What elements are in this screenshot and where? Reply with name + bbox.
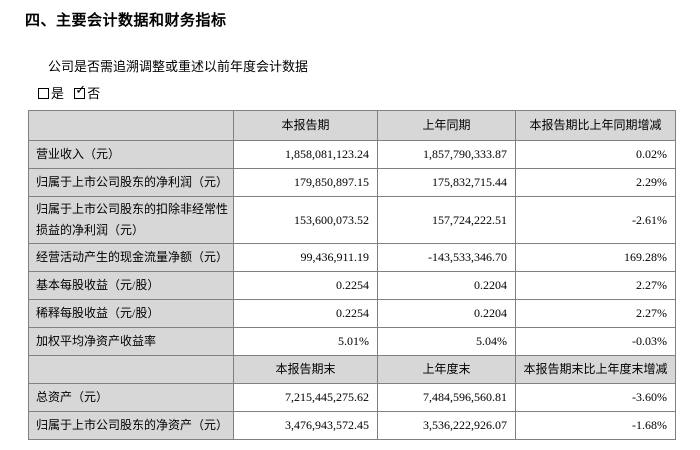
row-label: 稀释每股收益（元/股）	[28, 299, 234, 328]
table-row-net-profit-excl-nonrecurring: 归属于上市公司股东的扣除非经常性损益的净利润（元） 153,600,073.52…	[28, 196, 676, 244]
table-row-revenue: 营业收入（元） 1,858,081,123.24 1,857,790,333.8…	[28, 140, 676, 169]
table-row-total-assets: 总资产（元） 7,215,445,275.62 7,484,596,560.81…	[28, 383, 676, 412]
table-row-net-assets: 归属于上市公司股东的净资产（元） 3,476,943,572.45 3,536,…	[28, 411, 676, 440]
value-change: 169.28%	[515, 243, 676, 272]
check-mark-icon: ✓	[75, 83, 87, 98]
header-current-yearend: 本报告期末	[233, 355, 378, 384]
row-label: 营业收入（元）	[28, 140, 234, 169]
header-period-change: 本报告期比上年同期增减	[515, 110, 676, 141]
header-prior-yearend: 上年度末	[377, 355, 516, 384]
value-current: 3,476,943,572.45	[233, 411, 378, 440]
row-label: 归属于上市公司股东的净利润（元）	[28, 168, 234, 197]
header-current-period: 本报告期	[233, 110, 378, 141]
value-current: 0.2254	[233, 299, 378, 328]
table-row-basic-eps: 基本每股收益（元/股） 0.2254 0.2204 2.27%	[28, 271, 676, 300]
restatement-question: 公司是否需追溯调整或重述以前年度会计数据	[48, 59, 309, 74]
table-row-weighted-avg-roe: 加权平均净资产收益率 5.01% 5.04% -0.03%	[28, 327, 676, 356]
option-yes: 是	[38, 83, 64, 102]
value-prior: 0.2204	[377, 271, 516, 300]
header-empty-cell	[28, 355, 234, 384]
value-current: 99,436,911.19	[233, 243, 378, 272]
option-no-label: 否	[87, 86, 101, 101]
value-change: -1.68%	[515, 411, 676, 440]
header-yearend-change: 本报告期末比上年度末增减	[515, 355, 676, 384]
header-prior-period: 上年同期	[377, 110, 516, 141]
value-change: 0.02%	[515, 140, 676, 169]
table-row-operating-cash-flow: 经营活动产生的现金流量净额（元） 99,436,911.19 -143,533,…	[28, 243, 676, 272]
value-change: -0.03%	[515, 327, 676, 356]
row-label: 归属于上市公司股东的扣除非经常性损益的净利润（元）	[28, 196, 234, 244]
table-header-yearend: 本报告期末 上年度末 本报告期末比上年度末增减	[28, 355, 676, 384]
option-no: ✓ 否	[74, 83, 100, 102]
option-yes-label: 是	[51, 86, 65, 101]
value-prior: 5.04%	[377, 327, 516, 356]
value-prior: 0.2204	[377, 299, 516, 328]
table-header-period: 本报告期 上年同期 本报告期比上年同期增减	[28, 110, 676, 141]
value-prior: 157,724,222.51	[377, 196, 516, 244]
table-row-net-profit: 归属于上市公司股东的净利润（元） 179,850,897.15 175,832,…	[28, 168, 676, 197]
restatement-options: 是 ✓ 否	[38, 83, 107, 102]
value-prior: 1,857,790,333.87	[377, 140, 516, 169]
value-prior: 175,832,715.44	[377, 168, 516, 197]
financial-indicators-table: 本报告期 上年同期 本报告期比上年同期增减 营业收入（元） 1,858,081,…	[28, 110, 676, 440]
value-prior: 3,536,222,926.07	[377, 411, 516, 440]
checkbox-unchecked-icon	[38, 88, 49, 99]
row-label: 总资产（元）	[28, 383, 234, 412]
value-current: 179,850,897.15	[233, 168, 378, 197]
value-change: -2.61%	[515, 196, 676, 244]
row-label: 经营活动产生的现金流量净额（元）	[28, 243, 234, 272]
section-title: 四、主要会计数据和财务指标	[25, 13, 227, 29]
value-current: 1,858,081,123.24	[233, 140, 378, 169]
row-label: 基本每股收益（元/股）	[28, 271, 234, 300]
value-current: 153,600,073.52	[233, 196, 378, 244]
value-current: 5.01%	[233, 327, 378, 356]
header-empty-cell	[28, 110, 234, 141]
value-current: 0.2254	[233, 271, 378, 300]
value-prior: -143,533,346.70	[377, 243, 516, 272]
value-change: 2.27%	[515, 271, 676, 300]
row-label: 归属于上市公司股东的净资产（元）	[28, 411, 234, 440]
value-change: 2.29%	[515, 168, 676, 197]
row-label: 加权平均净资产收益率	[28, 327, 234, 356]
table-row-diluted-eps: 稀释每股收益（元/股） 0.2254 0.2204 2.27%	[28, 299, 676, 328]
value-change: -3.60%	[515, 383, 676, 412]
value-current: 7,215,445,275.62	[233, 383, 378, 412]
value-prior: 7,484,596,560.81	[377, 383, 516, 412]
checkbox-checked-icon: ✓	[74, 84, 86, 99]
value-change: 2.27%	[515, 299, 676, 328]
